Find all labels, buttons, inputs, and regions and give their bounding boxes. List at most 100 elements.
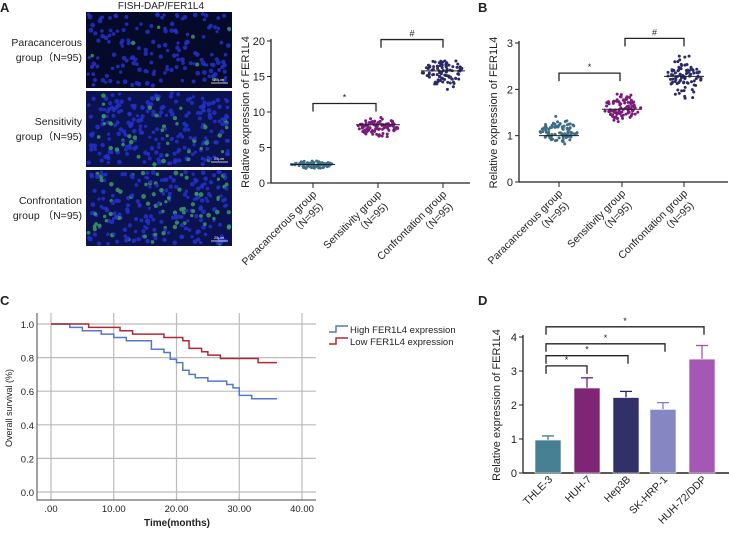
data-point xyxy=(375,132,379,136)
nucleus-dot xyxy=(148,214,154,219)
nucleus-dot xyxy=(104,207,110,213)
nucleus-dot xyxy=(162,42,168,48)
data-point xyxy=(620,110,624,114)
nucleus-dot xyxy=(169,28,174,33)
nucleus-dot xyxy=(121,55,127,61)
data-point xyxy=(424,66,428,70)
nucleus-dot xyxy=(222,69,227,74)
data-point xyxy=(435,73,439,77)
panel-label-c: C xyxy=(0,293,10,308)
row-label-line1: Paracancerous xyxy=(11,37,82,49)
nucleus-dot xyxy=(150,170,156,175)
nucleus-dot xyxy=(142,160,147,164)
data-point xyxy=(611,114,615,118)
nucleus-dot xyxy=(206,108,212,113)
data-point xyxy=(639,106,643,110)
nucleus-dot xyxy=(196,229,200,233)
nucleus-dot xyxy=(100,118,105,122)
fish-title: FISH-DAP/FER1L4 xyxy=(118,1,205,12)
nucleus-dot xyxy=(199,57,204,62)
nucleus-dot xyxy=(168,161,173,166)
y-tick-label: 0 xyxy=(507,177,513,189)
nucleus-dot xyxy=(116,64,120,69)
nucleus-dot xyxy=(90,202,96,207)
nucleus-dot xyxy=(116,131,122,137)
scale-bar-label: 25μm xyxy=(214,235,225,240)
data-point xyxy=(612,99,616,103)
nucleus-dot xyxy=(182,210,186,215)
nucleus-dot xyxy=(125,151,130,157)
nucleus-dot xyxy=(114,198,119,204)
data-point xyxy=(675,82,679,86)
data-point xyxy=(550,125,554,129)
nucleus-dot xyxy=(172,240,178,246)
nucleus-dot xyxy=(160,15,164,20)
data-point xyxy=(567,127,571,131)
nucleus-dot xyxy=(174,220,180,225)
data-point xyxy=(677,68,681,72)
nucleus-dot xyxy=(224,186,229,191)
nucleus-dot xyxy=(102,107,107,112)
nucleus-dot xyxy=(159,188,164,193)
nucleus-dot xyxy=(146,151,151,157)
data-point xyxy=(544,128,548,132)
nucleus-dot xyxy=(202,77,207,82)
nucleus-dot xyxy=(157,44,162,49)
nucleus-dot xyxy=(175,53,180,57)
nucleus-dot xyxy=(200,103,206,109)
nucleus-dot xyxy=(224,97,228,102)
nucleus-dot xyxy=(118,70,123,74)
data-point xyxy=(615,99,619,103)
nucleus-dot xyxy=(86,72,90,76)
nucleus-dot xyxy=(198,192,204,197)
nucleus-dot xyxy=(132,135,138,140)
data-point xyxy=(444,65,448,69)
data-point xyxy=(448,81,452,85)
nucleus-dot xyxy=(144,219,149,223)
nucleus-dot xyxy=(202,70,207,75)
data-point xyxy=(556,124,560,128)
chart-b: 0 1 2 3 Relative expression of FER1L4Paracan… xyxy=(486,27,728,271)
nucleus-dot xyxy=(116,80,120,84)
nucleus-dot xyxy=(110,200,116,205)
data-point xyxy=(678,58,682,62)
nucleus-dot xyxy=(136,154,141,159)
nucleus-dot xyxy=(104,80,108,84)
nucleus-dot xyxy=(93,31,98,36)
nucleus-dot xyxy=(107,39,111,44)
nucleus-dot xyxy=(185,209,189,213)
nucleus-dot xyxy=(160,128,165,133)
nucleus-dot xyxy=(96,135,101,139)
nucleus-dot xyxy=(182,145,187,150)
nucleus-dot xyxy=(196,186,201,191)
nucleus-dot xyxy=(182,192,188,197)
nucleus-dot xyxy=(188,96,193,101)
data-point xyxy=(455,65,459,69)
data-point xyxy=(692,90,696,94)
x-tick-label: Confrontation group（N=95) xyxy=(616,188,699,271)
nucleus-dot xyxy=(179,214,184,220)
nucleus-dot xyxy=(136,237,141,242)
nucleus-dot xyxy=(114,98,120,104)
data-point xyxy=(441,80,445,84)
nucleus-dot xyxy=(209,62,214,67)
nucleus-dot xyxy=(182,121,187,126)
nucleus-dot xyxy=(94,222,98,226)
data-point xyxy=(445,87,449,91)
nucleus-dot xyxy=(216,197,220,202)
nucleus-dot xyxy=(191,79,196,84)
nucleus-dot xyxy=(202,222,207,226)
nucleus-dot xyxy=(169,136,174,142)
nucleus-dot xyxy=(200,162,205,167)
nucleus-dot xyxy=(202,109,206,113)
nucleus-dot xyxy=(108,78,113,84)
nucleus-dot xyxy=(168,108,174,114)
nucleus-dot xyxy=(88,27,94,33)
nucleus-dot xyxy=(172,224,178,230)
data-point xyxy=(563,142,567,146)
nucleus-dot xyxy=(156,202,160,207)
data-point xyxy=(671,77,675,81)
nucleus-dot xyxy=(168,94,174,99)
nucleus-dot xyxy=(216,185,221,189)
